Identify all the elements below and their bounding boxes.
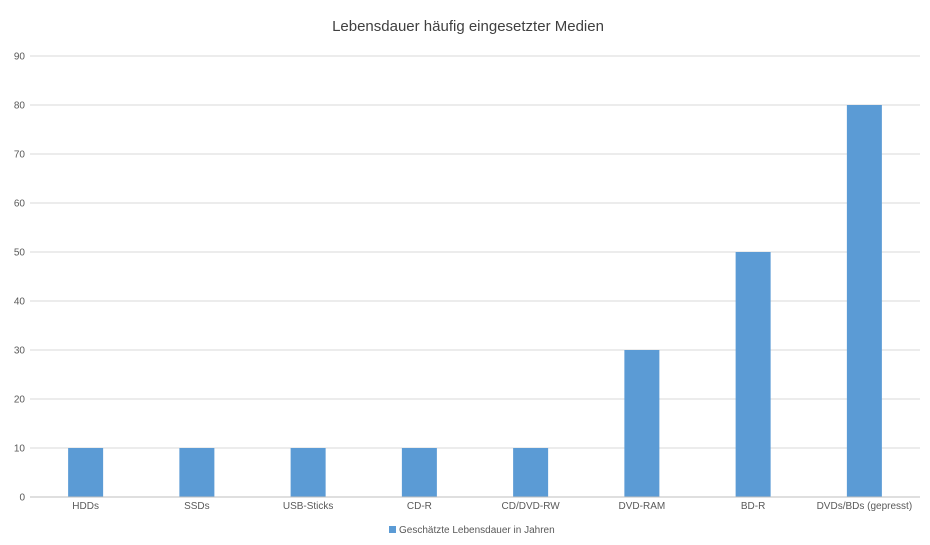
- x-tick-label: HDDs: [72, 501, 99, 512]
- bar: [179, 448, 215, 497]
- y-tick-label: 30: [14, 346, 26, 357]
- bar: [735, 252, 771, 497]
- x-axis-ticks: HDDs SSDs USB-Sticks CD-R CD/DVD-RW DVD-RAM BD…: [72, 501, 912, 512]
- y-tick-label: 70: [14, 150, 26, 161]
- y-tick-label: 90: [14, 52, 26, 63]
- bar: [513, 448, 549, 497]
- y-tick-label: 20: [14, 395, 26, 406]
- y-tick-label: 10: [14, 444, 26, 455]
- y-tick-label: 60: [14, 199, 26, 210]
- legend-label: Geschätzte Lebensdauer in Jahren: [399, 525, 555, 536]
- x-tick-label: USB-Sticks: [283, 501, 334, 512]
- bars: [68, 105, 882, 497]
- grid-lines: [30, 55, 920, 449]
- y-tick-label: 40: [14, 297, 26, 308]
- x-tick-label: CD/DVD-RW: [502, 501, 561, 512]
- x-tick-label: CD-R: [407, 501, 432, 512]
- bar: [401, 448, 437, 497]
- y-tick-label: 80: [14, 101, 26, 112]
- x-tick-label: DVD-RAM: [619, 501, 666, 512]
- legend-swatch: [389, 526, 396, 533]
- legend: Geschätzte Lebensdauer in Jahren: [389, 525, 555, 536]
- y-tick-label: 50: [14, 248, 26, 259]
- bar: [290, 448, 326, 497]
- y-axis-ticks: 0 10 20 30 40 50 60 70 80 90: [14, 52, 26, 504]
- x-tick-label: DVDs/BDs (gepresst): [817, 501, 913, 512]
- bar: [68, 448, 104, 497]
- bar: [624, 350, 660, 497]
- chart-title: Lebensdauer häufig eingesetzter Medien: [332, 18, 604, 35]
- x-tick-label: BD-R: [741, 501, 765, 512]
- x-tick-label: SSDs: [184, 501, 210, 512]
- bar: [846, 105, 882, 497]
- y-tick-label: 0: [19, 493, 25, 504]
